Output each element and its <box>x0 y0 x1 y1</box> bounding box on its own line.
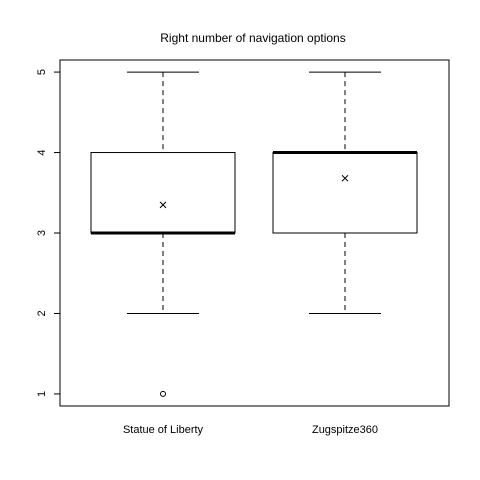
iqr-box <box>273 153 417 233</box>
y-tick-label: 2 <box>36 310 48 316</box>
iqr-box <box>91 153 235 233</box>
box-group <box>273 72 417 313</box>
y-tick-label: 3 <box>36 230 48 236</box>
y-tick-label: 1 <box>36 391 48 397</box>
x-tick-label: Zugspitze360 <box>312 424 378 436</box>
box-group <box>91 72 235 396</box>
y-tick-label: 5 <box>36 69 48 75</box>
y-tick-label: 4 <box>36 149 48 155</box>
x-axis: Statue of Liberty Zugspitze360 <box>123 424 378 436</box>
boxes <box>91 72 417 396</box>
outlier-point <box>161 391 166 396</box>
y-axis: 1 2 3 4 5 <box>36 69 60 397</box>
chart-title: Right number of navigation options <box>160 31 345 45</box>
x-tick-label: Statue of Liberty <box>123 424 204 436</box>
